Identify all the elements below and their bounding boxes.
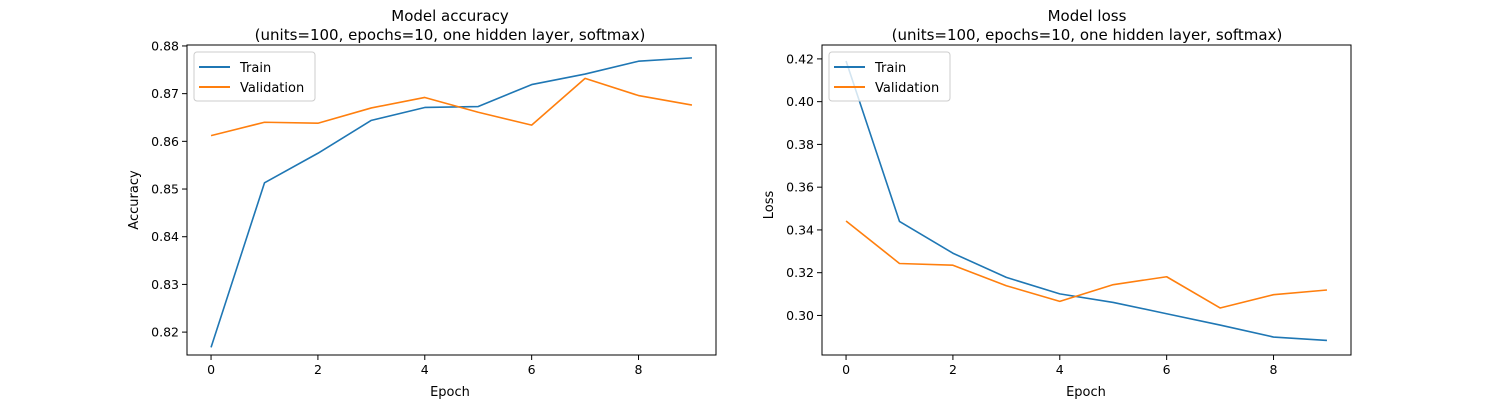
y-tick-label: 0.88 bbox=[151, 38, 179, 53]
x-axis-label: Epoch bbox=[1066, 385, 1106, 400]
validation-line bbox=[845, 220, 1328, 309]
y-tick-label: 0.34 bbox=[786, 222, 814, 237]
y-tick-label: 0.30 bbox=[786, 308, 814, 323]
y-tick-label: 0.84 bbox=[151, 229, 179, 244]
x-tick-label: 4 bbox=[421, 362, 429, 377]
chart-subtitle: (units=100, epochs=10, one hidden layer,… bbox=[255, 26, 646, 44]
x-tick-label: 0 bbox=[207, 362, 215, 377]
legend: Train Validation bbox=[828, 51, 951, 102]
plot-frame bbox=[821, 44, 1352, 356]
y-tick-label: 0.86 bbox=[151, 134, 179, 149]
plot-lines bbox=[210, 57, 693, 348]
legend-box bbox=[193, 51, 316, 102]
y-tick-label: 0.87 bbox=[151, 86, 179, 101]
chart-subtitle: (units=100, epochs=10, one hidden layer,… bbox=[892, 26, 1283, 44]
plot-frame bbox=[186, 44, 717, 356]
x-tick-label: 8 bbox=[1270, 362, 1278, 377]
x-tick-label: 2 bbox=[314, 362, 322, 377]
legend: Train Validation bbox=[193, 51, 316, 102]
legend-box bbox=[828, 51, 951, 102]
accuracy-chart: Model accuracy (units=100, epochs=10, on… bbox=[127, 7, 717, 400]
plot-lines bbox=[845, 60, 1328, 342]
axis-ticks: 0 2 4 6 8 0.30 0.32 0.34 0.36 0.38 0.40 0.42 bbox=[786, 51, 1277, 377]
legend-validation-label: Validation bbox=[240, 81, 304, 96]
x-tick-label: 8 bbox=[635, 362, 643, 377]
chart-title: Model loss bbox=[1048, 7, 1127, 25]
train-line bbox=[845, 60, 1328, 342]
validation-line bbox=[210, 77, 693, 137]
x-tick-label: 4 bbox=[1056, 362, 1064, 377]
x-tick-label: 6 bbox=[528, 362, 536, 377]
y-tick-label: 0.36 bbox=[786, 180, 814, 195]
chart-title: Model accuracy bbox=[391, 7, 509, 25]
legend-train-label: Train bbox=[239, 61, 271, 76]
x-axis-label: Epoch bbox=[430, 385, 470, 400]
y-tick-label: 0.85 bbox=[151, 182, 179, 197]
x-tick-label: 6 bbox=[1163, 362, 1171, 377]
y-tick-label: 0.42 bbox=[786, 51, 814, 66]
y-tick-label: 0.83 bbox=[151, 277, 179, 292]
x-tick-label: 0 bbox=[842, 362, 850, 377]
y-axis-label: Accuracy bbox=[127, 170, 142, 230]
legend-validation-label: Validation bbox=[875, 81, 939, 96]
y-tick-label: 0.38 bbox=[786, 137, 814, 152]
y-axis-label: Loss bbox=[762, 191, 777, 220]
y-tick-label: 0.82 bbox=[151, 325, 179, 340]
x-tick-label: 2 bbox=[949, 362, 957, 377]
y-tick-label: 0.40 bbox=[786, 94, 814, 109]
axis-ticks: 0 2 4 6 8 0.82 0.83 0.84 0.85 0.86 0.87 0.88 bbox=[151, 38, 642, 377]
loss-chart: Model loss (units=100, epochs=10, one hi… bbox=[762, 7, 1352, 400]
y-tick-label: 0.32 bbox=[786, 265, 814, 280]
train-line bbox=[210, 57, 692, 348]
legend-train-label: Train bbox=[874, 61, 906, 76]
